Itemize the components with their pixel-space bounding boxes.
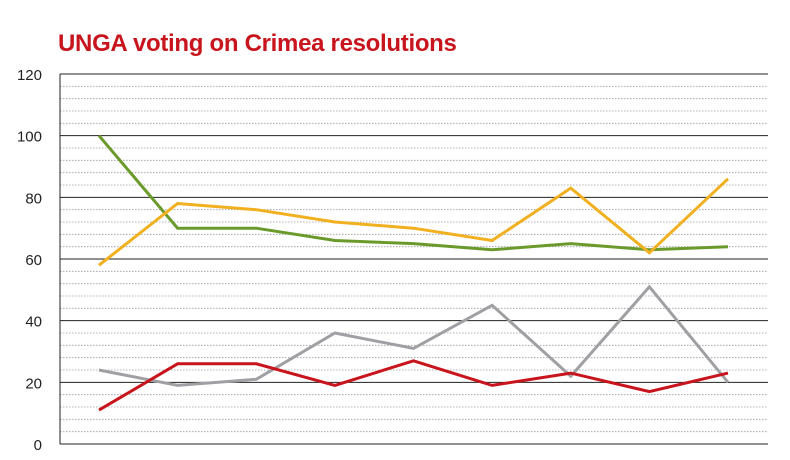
chart-title: UNGA voting on Crimea resolutions: [58, 30, 457, 57]
y-tick-label: 120: [17, 67, 42, 84]
y-tick-label: 100: [17, 129, 42, 146]
series-line-2: [98, 177, 730, 267]
y-axis-ticks: 0 20 40 60 80 100 120: [17, 67, 42, 454]
series-line-3: [98, 284, 730, 387]
grid-layer: [59, 73, 768, 445]
y-tick-label: 80: [25, 190, 42, 207]
y-tick-label: 60: [25, 252, 42, 269]
y-tick-label: 40: [25, 314, 42, 331]
y-tick-label: 0: [34, 437, 42, 454]
series-line-4: [98, 359, 729, 412]
y-tick-label: 20: [25, 375, 42, 392]
series-line-1: [97, 134, 729, 252]
series-layer: [97, 134, 730, 412]
